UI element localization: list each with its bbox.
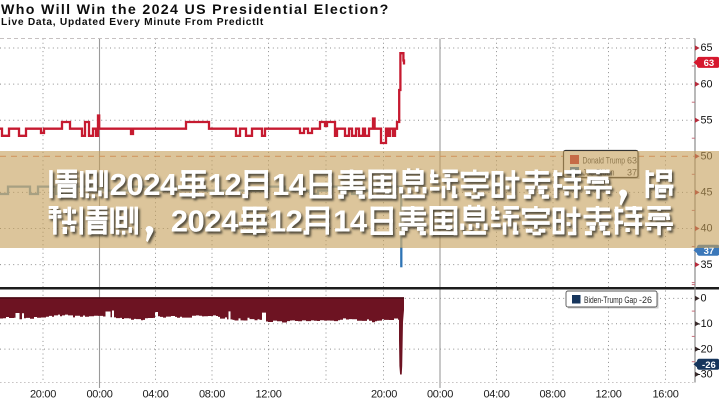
svg-text:-30: -30 [697, 369, 713, 381]
svg-text:4: 4 [160, 167, 178, 202]
svg-text:04:00: 04:00 [142, 388, 168, 400]
svg-text:65: 65 [701, 42, 713, 54]
svg-text:0: 0 [188, 204, 205, 239]
svg-text:1: 1 [272, 167, 289, 202]
svg-text:35: 35 [701, 259, 713, 271]
svg-text:00:00: 00:00 [86, 388, 112, 400]
svg-text:Biden-Trump Gap: Biden-Trump Gap [584, 295, 637, 305]
svg-text:63: 63 [704, 58, 715, 69]
svg-text:12:00: 12:00 [255, 388, 281, 400]
svg-text:1: 1 [269, 204, 286, 239]
svg-text:55: 55 [701, 114, 713, 126]
svg-text:20:00: 20:00 [30, 388, 56, 400]
svg-text:20:00: 20:00 [371, 388, 397, 400]
svg-text:4: 4 [350, 204, 368, 239]
svg-text:16:00: 16:00 [652, 388, 678, 400]
svg-text:-10: -10 [697, 318, 713, 330]
svg-text:2: 2 [224, 167, 241, 202]
svg-text:08:00: 08:00 [199, 388, 225, 400]
svg-text:4: 4 [289, 167, 307, 202]
svg-text:1: 1 [333, 204, 350, 239]
svg-text:4: 4 [221, 204, 239, 239]
svg-text:0: 0 [126, 167, 143, 202]
svg-text:2: 2 [110, 167, 127, 202]
svg-text:2: 2 [143, 167, 160, 202]
svg-text:2: 2 [286, 204, 303, 239]
svg-text:1: 1 [208, 167, 225, 202]
svg-text:2: 2 [171, 204, 188, 239]
svg-text:60: 60 [701, 78, 713, 90]
svg-text:-26: -26 [702, 360, 716, 371]
svg-text:-20: -20 [697, 343, 713, 355]
svg-text:00:00: 00:00 [427, 388, 453, 400]
svg-text:04:00: 04:00 [483, 388, 509, 400]
svg-text:0: 0 [701, 293, 707, 305]
svg-text:37: 37 [704, 246, 715, 257]
svg-text:08:00: 08:00 [539, 388, 565, 400]
svg-text:2: 2 [204, 204, 221, 239]
svg-text:12:00: 12:00 [595, 388, 621, 400]
svg-text:-26: -26 [639, 295, 652, 305]
